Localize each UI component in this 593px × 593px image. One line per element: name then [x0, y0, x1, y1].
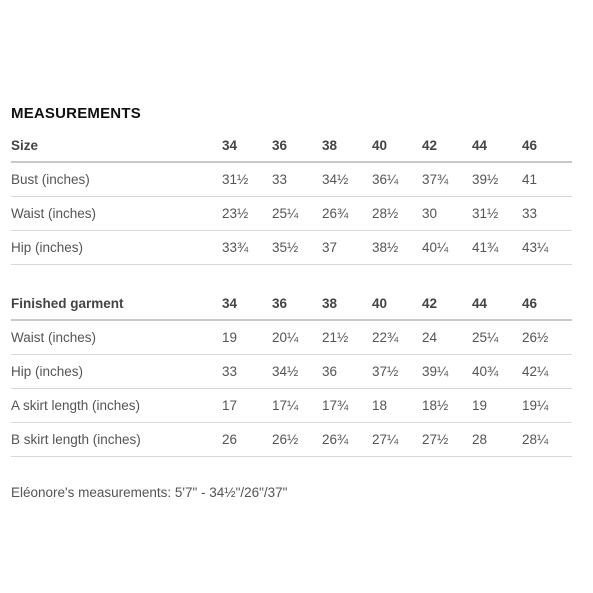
header-size-42: 42	[422, 130, 472, 163]
table-cell: 26½	[522, 320, 572, 355]
table-cell: 33	[522, 196, 572, 231]
table-cell: 28¼	[522, 422, 572, 457]
table-cell: 36	[322, 354, 372, 389]
table-cell: 17¼	[272, 388, 322, 423]
header-size-40: 40	[372, 130, 422, 163]
table-cell: 33	[222, 354, 272, 389]
table-cell: 26¾	[322, 196, 372, 231]
header-label: Finished garment	[11, 288, 222, 321]
table-cell: 20¼	[272, 320, 322, 355]
table-row-b-skirt-length: B skirt length (inches) 26 26½ 26¾ 27¼ 2…	[11, 422, 572, 457]
table-cell: 17¾	[322, 388, 372, 423]
table-cell: 33	[272, 162, 322, 197]
row-label: Hip (inches)	[11, 354, 222, 389]
table-cell: 39¼	[422, 354, 472, 389]
row-label: Waist (inches)	[11, 320, 222, 355]
row-label: Bust (inches)	[11, 162, 222, 197]
table-cell: 38½	[372, 230, 422, 265]
table-row-bust: Bust (inches) 31½ 33 34½ 36¼ 37¾ 39½ 41	[11, 162, 572, 197]
header-label: Size	[11, 130, 222, 163]
table-cell: 42¼	[522, 354, 572, 389]
header-size-40: 40	[372, 288, 422, 321]
table-cell: 17	[222, 388, 272, 423]
table-cell: 19¼	[522, 388, 572, 423]
table-cell: 19	[472, 388, 522, 423]
table-cell: 28½	[372, 196, 422, 231]
table-cell: 26	[222, 422, 272, 457]
table-cell: 23½	[222, 196, 272, 231]
table-cell: 37½	[372, 354, 422, 389]
table-cell: 35½	[272, 230, 322, 265]
table-cell: 34½	[272, 354, 322, 389]
header-size-36: 36	[272, 130, 322, 163]
header-size-34: 34	[222, 130, 272, 163]
table-row-hip: Hip (inches) 33¾ 35½ 37 38½ 40¼ 41¾ 43¼	[11, 230, 572, 265]
row-label: Hip (inches)	[11, 230, 222, 265]
table-cell: 34½	[322, 162, 372, 197]
table-cell: 22¾	[372, 320, 422, 355]
table-cell: 24	[422, 320, 472, 355]
table-cell: 27¼	[372, 422, 422, 457]
table-cell: 40¼	[422, 230, 472, 265]
row-label: B skirt length (inches)	[11, 422, 222, 457]
table-cell: 21½	[322, 320, 372, 355]
header-size-34: 34	[222, 288, 272, 321]
table-cell: 18½	[422, 388, 472, 423]
table-header-row: Finished garment 34 36 38 40 42 44 46	[11, 288, 572, 321]
table-cell: 18	[372, 388, 422, 423]
body-measurements-table: Size 34 36 38 40 42 44 46 Bust (inches) …	[11, 130, 572, 265]
header-size-38: 38	[322, 130, 372, 163]
table-cell: 31½	[472, 196, 522, 231]
table-row-hip: Hip (inches) 33 34½ 36 37½ 39¼ 40¾ 42¼	[11, 354, 572, 389]
row-label: Waist (inches)	[11, 196, 222, 231]
table-cell: 27½	[422, 422, 472, 457]
header-size-42: 42	[422, 288, 472, 321]
row-label: A skirt length (inches)	[11, 388, 222, 423]
table-cell: 37¾	[422, 162, 472, 197]
table-header-row: Size 34 36 38 40 42 44 46	[11, 130, 572, 163]
table-cell: 30	[422, 196, 472, 231]
table-cell: 19	[222, 320, 272, 355]
table-cell: 25¼	[272, 196, 322, 231]
table-row-a-skirt-length: A skirt length (inches) 17 17¼ 17¾ 18 18…	[11, 388, 572, 423]
table-cell: 25¼	[472, 320, 522, 355]
table-cell: 43¼	[522, 230, 572, 265]
table-cell: 36¼	[372, 162, 422, 197]
table-cell: 37	[322, 230, 372, 265]
header-size-38: 38	[322, 288, 372, 321]
table-cell: 39½	[472, 162, 522, 197]
header-size-44: 44	[472, 288, 522, 321]
table-cell: 26½	[272, 422, 322, 457]
table-cell: 28	[472, 422, 522, 457]
table-cell: 33¾	[222, 230, 272, 265]
table-cell: 26¾	[322, 422, 372, 457]
table-cell: 40¾	[472, 354, 522, 389]
table-row-waist: Waist (inches) 23½ 25¼ 26¾ 28½ 30 31½ 33	[11, 196, 572, 231]
header-size-46: 46	[522, 288, 572, 321]
page-title: MEASUREMENTS	[11, 105, 141, 122]
header-size-44: 44	[472, 130, 522, 163]
finished-garment-table: Finished garment 34 36 38 40 42 44 46 Wa…	[11, 288, 572, 457]
table-cell: 41	[522, 162, 572, 197]
header-size-46: 46	[522, 130, 572, 163]
table-cell: 41¾	[472, 230, 522, 265]
table-cell: 31½	[222, 162, 272, 197]
header-size-36: 36	[272, 288, 322, 321]
model-measurements-note: Eléonore's measurements: 5'7" - 34½"/26"…	[11, 485, 288, 500]
table-row-waist: Waist (inches) 19 20¼ 21½ 22¾ 24 25¼ 26½	[11, 320, 572, 355]
